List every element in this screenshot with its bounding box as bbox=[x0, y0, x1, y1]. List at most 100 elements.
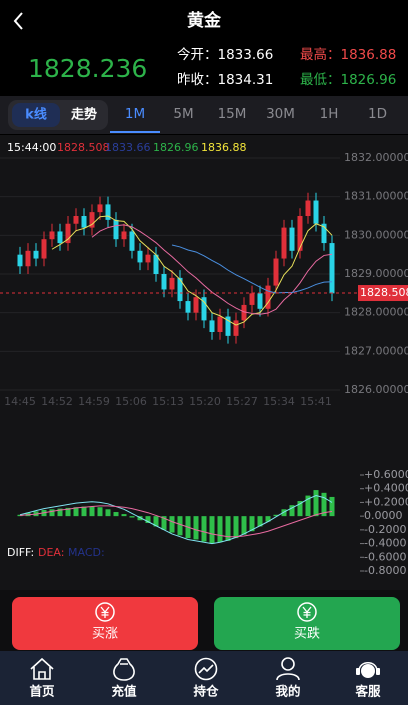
interval-underline bbox=[110, 131, 160, 133]
x-tick-label: 15:34 bbox=[263, 395, 295, 408]
service-head bbox=[361, 664, 375, 678]
macd-bar bbox=[297, 501, 303, 517]
yen-icon bbox=[297, 602, 317, 622]
candle-body bbox=[257, 293, 263, 309]
mode-active-bg bbox=[12, 103, 60, 127]
y-tick-label: 1827.00000 bbox=[344, 344, 408, 357]
recharge-icon bbox=[113, 658, 135, 681]
candle-body bbox=[153, 254, 159, 274]
candle-body bbox=[305, 200, 311, 216]
nav-label[interactable]: 我的 bbox=[275, 684, 300, 699]
candle-body bbox=[97, 204, 103, 213]
macd-bar bbox=[121, 514, 127, 517]
candle-body bbox=[217, 316, 223, 332]
x-tick-label: 14:52 bbox=[41, 395, 73, 408]
buy-up-button[interactable] bbox=[12, 597, 198, 650]
interval-tab[interactable]: 1M bbox=[125, 106, 145, 122]
legend-value: 1836.88 bbox=[201, 141, 247, 154]
back-button[interactable] bbox=[13, 12, 23, 30]
macd-bar bbox=[81, 506, 87, 517]
bottom-nav bbox=[0, 651, 408, 705]
prev-close: 昨收：1834.31 bbox=[177, 72, 273, 88]
candle-body bbox=[73, 216, 79, 224]
macd-bar bbox=[249, 516, 255, 532]
yen-glyph bbox=[100, 606, 110, 618]
legend-value: 1828.508 bbox=[57, 141, 110, 154]
macd-bar bbox=[281, 509, 287, 517]
yen-glyph bbox=[302, 606, 312, 618]
legend-value: 1833.66 bbox=[105, 141, 151, 154]
macd-bar bbox=[201, 516, 207, 542]
macd-bar bbox=[137, 516, 143, 521]
macd-bar bbox=[105, 509, 111, 517]
nav-label[interactable]: 充值 bbox=[111, 684, 137, 699]
nav-label[interactable]: 首页 bbox=[29, 684, 54, 699]
macd-legend: DEA: bbox=[38, 546, 64, 559]
position-icon bbox=[194, 657, 218, 681]
candle-body bbox=[177, 277, 183, 302]
candle-body bbox=[57, 231, 63, 244]
macd-bar bbox=[113, 512, 119, 517]
nav-label[interactable]: 客服 bbox=[354, 684, 381, 699]
x-tick-label: 14:59 bbox=[78, 395, 110, 408]
high-price: 最高：1836.88 bbox=[300, 46, 396, 63]
candle-body bbox=[313, 200, 319, 224]
y-tick-label: 1831.00000 bbox=[344, 190, 408, 203]
y-tick-label: 1829.00000 bbox=[344, 267, 408, 280]
x-tick-label: 15:06 bbox=[115, 395, 147, 408]
y-tick-label: -0.4000 bbox=[364, 537, 406, 550]
y-tick-label: +0.6000 bbox=[364, 468, 408, 481]
interval-tab[interactable]: 1D bbox=[368, 106, 387, 122]
nav-label[interactable]: 持仓 bbox=[193, 684, 219, 699]
x-tick-label: 15:20 bbox=[189, 395, 221, 408]
macd-bar bbox=[257, 516, 263, 527]
macd-bar bbox=[305, 495, 311, 517]
macd-bar bbox=[169, 516, 175, 533]
mode-tab[interactable]: k线 bbox=[25, 107, 47, 123]
current-price: 1828.236 bbox=[28, 54, 147, 83]
candle-body bbox=[161, 274, 167, 290]
macd-bar bbox=[177, 516, 183, 536]
interval-tab[interactable]: 15M bbox=[218, 106, 247, 122]
interval-tab[interactable]: 30M bbox=[266, 106, 295, 122]
interval-tab[interactable]: 1H bbox=[320, 106, 339, 122]
macd-bar bbox=[153, 516, 159, 527]
candle-body bbox=[233, 320, 239, 336]
macd-bar bbox=[265, 516, 271, 522]
x-tick-label: 14:45 bbox=[4, 395, 36, 408]
current-price-label: 1828.508 bbox=[360, 286, 408, 299]
candle-body bbox=[185, 301, 191, 313]
candle-body bbox=[281, 227, 287, 259]
macd-bar bbox=[241, 516, 247, 535]
macd-line bbox=[19, 495, 333, 545]
candle-body bbox=[121, 231, 127, 240]
candle-body bbox=[113, 219, 119, 240]
candle-body bbox=[41, 239, 47, 259]
macd-bar bbox=[49, 509, 55, 517]
mode-tab[interactable]: 走势 bbox=[71, 107, 97, 123]
macd-bar bbox=[145, 516, 151, 523]
candle-body bbox=[209, 320, 215, 332]
candle-body bbox=[241, 304, 247, 321]
home-icon bbox=[30, 657, 54, 680]
moving-average bbox=[171, 244, 333, 294]
x-tick-label: 15:27 bbox=[226, 395, 258, 408]
macd-legend: MACD: bbox=[68, 546, 105, 559]
x-tick-label: 15:41 bbox=[300, 395, 332, 408]
interval-tab[interactable]: 5M bbox=[173, 106, 193, 122]
buy-down-button[interactable] bbox=[214, 597, 400, 650]
macd-legend: DIFF: bbox=[7, 546, 34, 559]
buy-up-label: 买涨 bbox=[92, 627, 118, 642]
y-tick-label: -0.2000 bbox=[364, 523, 406, 536]
candle-body bbox=[273, 258, 279, 286]
yen-icon bbox=[95, 602, 115, 622]
candle-body bbox=[137, 250, 143, 263]
service-ear bbox=[376, 668, 380, 675]
y-tick-label: 1830.00000 bbox=[344, 228, 408, 241]
candle-body bbox=[33, 250, 39, 259]
y-tick-label: 1828.00000 bbox=[344, 306, 408, 319]
macd-line bbox=[19, 505, 333, 538]
legend-time: 15:44:00 bbox=[7, 141, 56, 154]
x-tick-label: 15:13 bbox=[152, 395, 184, 408]
macd-bar bbox=[161, 516, 167, 530]
